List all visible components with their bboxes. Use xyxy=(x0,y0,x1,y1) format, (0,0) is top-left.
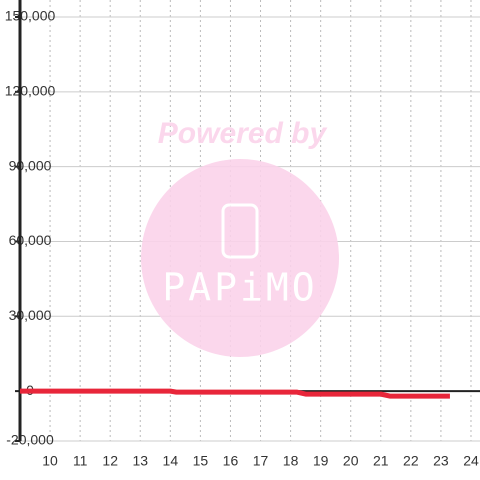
x-tick-label: 13 xyxy=(132,453,148,469)
y-tick-label: 60,000 xyxy=(9,232,52,248)
y-tick-label: 90,000 xyxy=(9,157,52,173)
x-tick-label: 11 xyxy=(73,453,88,469)
plot: 10 11 12 13 14 15 16 17 18 19 20 21 22 23 24-20,000030… xyxy=(5,0,480,469)
watermark: Powered by PAPiMO xyxy=(141,117,339,357)
x-tick-label: 20 xyxy=(343,453,359,469)
x-tick-label: 17 xyxy=(253,453,269,469)
y-tick-label: 30,000 xyxy=(9,307,52,323)
x-tick-label: 16 xyxy=(223,453,239,469)
data-line xyxy=(20,388,450,399)
x-tick-label: 18 xyxy=(283,453,299,469)
x-tick-label: 22 xyxy=(403,453,419,469)
watermark-phone xyxy=(221,203,259,259)
x-tick-label: 10 xyxy=(42,453,58,469)
watermark-top: Powered by xyxy=(158,117,328,150)
x-tick-label: 15 xyxy=(193,453,209,469)
x-tick-label: 12 xyxy=(102,453,118,469)
y-tick-label: 120,000 xyxy=(5,83,56,99)
y-tick-label: -20,000 xyxy=(6,432,54,448)
x-tick-label: 23 xyxy=(433,453,449,469)
x-tick-label: 19 xyxy=(313,453,329,469)
x-tick-label: 24 xyxy=(463,453,479,469)
y-tick-label: 150,000 xyxy=(5,8,56,24)
watermark-logo: PAPiMO xyxy=(162,266,317,310)
x-tick-label: 14 xyxy=(163,453,179,469)
x-tick-label: 21 xyxy=(373,453,389,469)
